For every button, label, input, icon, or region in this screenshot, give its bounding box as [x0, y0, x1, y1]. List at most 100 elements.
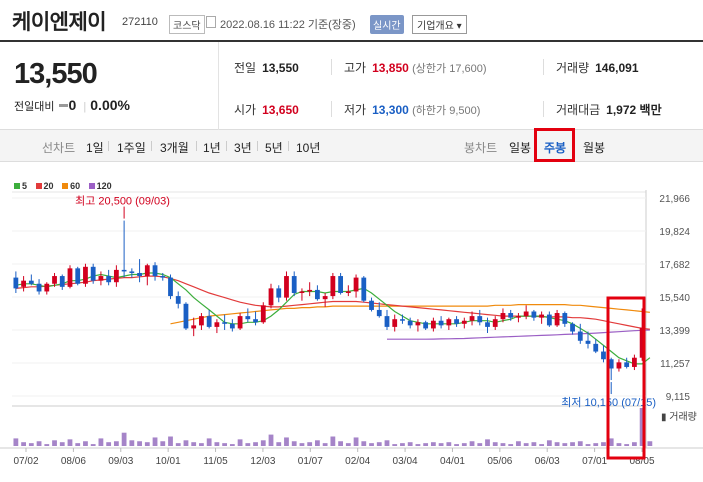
candle-body: [384, 316, 390, 327]
divider: [196, 141, 197, 151]
candle-body: [492, 319, 498, 327]
volume-bar: [554, 442, 560, 446]
volume-bar: [423, 443, 429, 446]
candle-body: [539, 314, 545, 318]
volume-bar: [299, 443, 305, 446]
candle-body: [13, 277, 19, 289]
candle-body: [291, 276, 297, 294]
candle-body: [430, 320, 436, 329]
candle-body: [423, 322, 429, 329]
volume-bar: [477, 443, 483, 446]
prev-close: 전일 13,550: [234, 59, 299, 76]
candle-body: [461, 320, 467, 324]
volume-bar: [485, 439, 490, 446]
volume-bar: [175, 443, 181, 446]
ma60-line: [170, 304, 650, 325]
x-tick-label: 12/03: [250, 456, 275, 467]
volume-bar: [508, 444, 514, 446]
stock-code: 272110: [122, 16, 158, 28]
volume-bar: [647, 441, 653, 446]
volume-bar: [152, 437, 158, 446]
change-value: 0: [68, 97, 77, 113]
tab-1y[interactable]: 1년: [203, 141, 221, 155]
volume-bar: [577, 441, 583, 446]
tab-1d[interactable]: 1일: [86, 141, 104, 155]
amount-label: 거래대금: [556, 103, 601, 117]
volume-bar: [75, 443, 81, 446]
candle-body: [400, 319, 405, 321]
candle-body: [59, 276, 65, 287]
tab-5y[interactable]: 5년: [265, 141, 283, 155]
volume-bar: [90, 444, 96, 446]
x-tick-label: 02/04: [345, 456, 370, 467]
candle-body: [52, 276, 57, 284]
tab-3y[interactable]: 3년: [234, 141, 252, 155]
x-tick-label: 04/01: [440, 456, 465, 467]
tab-3m[interactable]: 3개월: [160, 141, 189, 155]
volume-bar: [183, 440, 189, 446]
stock-chart[interactable]: 21,966 19,824 17,682 15,540 13,399 11,257 9,11…: [0, 190, 703, 482]
candle-body: [516, 316, 521, 318]
tab-10y[interactable]: 10년: [296, 141, 321, 155]
candle-body: [531, 311, 537, 318]
lower-limit: (하한가 9,500): [412, 105, 481, 117]
candle-body: [608, 359, 614, 369]
candle-body: [585, 340, 591, 344]
realtime-badge[interactable]: 실시간: [370, 15, 404, 34]
candle-body: [601, 351, 606, 360]
tab-weekly[interactable]: 주봉: [544, 141, 567, 155]
volume-bar: [13, 438, 19, 446]
volume-bar: [407, 442, 413, 446]
volume-bar: [229, 444, 235, 446]
volume-bar: [546, 440, 552, 446]
max-annotation: 최고 20,500 (09/03): [75, 195, 170, 208]
volume-bar: [206, 438, 212, 446]
amount-unit: 백만: [639, 103, 662, 117]
candle-body: [376, 309, 382, 317]
volume-bar: [137, 441, 142, 446]
price-summary: 13,550 전일대비 0 | 0.00% 전일 13,550 고가 13,850 (…: [0, 42, 703, 130]
candle-body: [175, 296, 181, 304]
volume-bar: [222, 443, 228, 446]
divider: [288, 141, 289, 151]
candle-body: [21, 280, 26, 287]
open-label: 시가: [234, 103, 257, 117]
recent-candle-highlight-box: [606, 296, 646, 460]
volume-bar: [400, 443, 405, 446]
tab-daily[interactable]: 일봉: [509, 141, 532, 155]
candle-body: [593, 343, 599, 352]
volume-bar: [454, 444, 459, 446]
volume-bar: [461, 443, 467, 446]
y-tick-label: 13,399: [659, 326, 690, 337]
volume-value: 146,091: [595, 61, 639, 75]
tab-monthly[interactable]: 월봉: [583, 141, 606, 155]
candle-body: [168, 277, 173, 297]
volume-bar: [369, 443, 374, 446]
candle-body: [523, 311, 529, 317]
high-label: 고가: [344, 61, 367, 75]
candle-body: [75, 268, 81, 284]
candle-body: [500, 313, 506, 320]
open-value: 13,650: [262, 103, 299, 117]
volume-bar: [237, 439, 243, 446]
candle-body: [183, 303, 189, 329]
volume-bar: [392, 444, 398, 446]
x-tick-label: 07/02: [13, 456, 38, 467]
change-label: 전일대비: [14, 101, 55, 113]
tab-1w[interactable]: 1주일: [117, 141, 146, 155]
y-tick-label: 9,115: [666, 392, 691, 403]
candle-body: [28, 280, 34, 284]
candle-body: [570, 323, 575, 332]
candle-body: [407, 320, 413, 326]
price-change: 전일대비 0 | 0.00%: [14, 97, 130, 114]
low-label: 저가: [344, 103, 367, 117]
volume-bar: [253, 442, 258, 446]
candle-body: [392, 319, 398, 327]
candle-body: [160, 276, 166, 278]
company-overview-dropdown[interactable]: 기업개요 ▾: [412, 15, 467, 34]
divider: [226, 141, 227, 151]
volume-bar: [21, 442, 26, 446]
volume-bar: [284, 437, 289, 446]
y-tick-label: 17,682: [659, 260, 690, 271]
volume-bar: [361, 441, 367, 446]
